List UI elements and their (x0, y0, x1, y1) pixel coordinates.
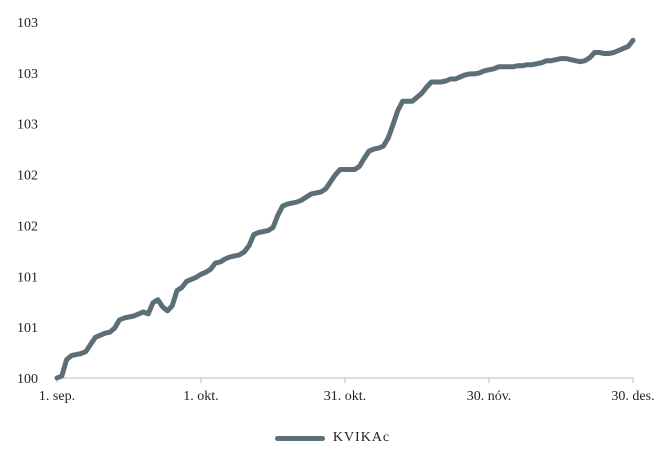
y-tick-label: 103 (17, 118, 38, 133)
x-tick-label: 1. sep. (39, 389, 75, 404)
x-tick-label: 31. okt. (324, 389, 366, 404)
y-axis: 100 101 101 102 102 103 103 103 (17, 16, 38, 387)
y-tick-label: 103 (17, 67, 38, 82)
y-tick-label: 103 (17, 16, 38, 31)
series-layer (54, 37, 636, 381)
y-tick-label: 102 (17, 169, 38, 184)
legend: KVIKAc (0, 430, 665, 446)
x-tick-label: 1. okt. (183, 389, 218, 404)
legend-label: KVIKAc (332, 430, 391, 445)
x-tick-label: 30. des. (611, 389, 654, 404)
x-tick-label: 30. nóv. (467, 389, 512, 404)
y-tick-label: 101 (17, 321, 38, 336)
y-tick-label: 101 (17, 270, 38, 285)
x-axis: 1. sep. 1. okt. 31. okt. 30. nóv. 30. des. (39, 377, 655, 404)
y-tick-label: 100 (17, 372, 38, 387)
y-tick-label: 102 (17, 219, 38, 234)
legend-swatch (274, 435, 325, 441)
series-line (54, 37, 636, 381)
